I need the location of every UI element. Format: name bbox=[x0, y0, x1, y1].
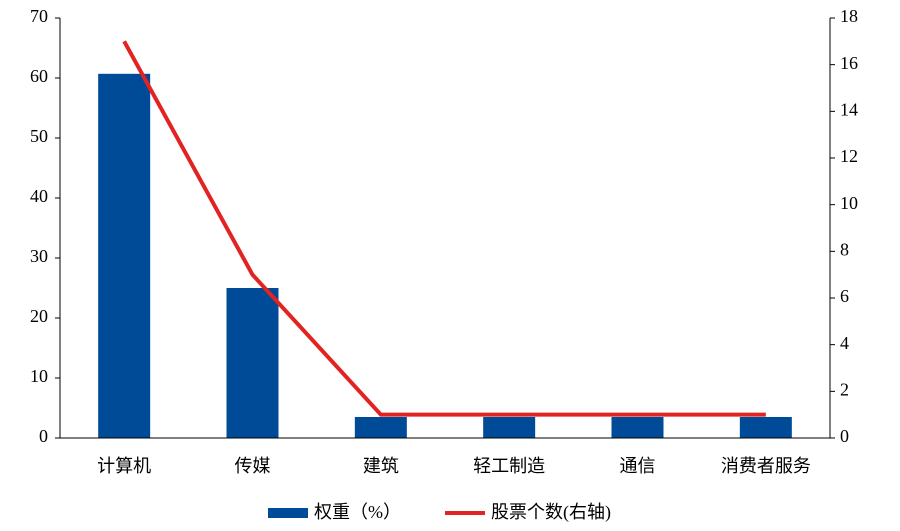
y-tick-label: 70 bbox=[30, 6, 48, 26]
legend-label: 权重（%） bbox=[314, 502, 401, 522]
y2-tick-label: 14 bbox=[840, 99, 858, 119]
y-tick-label: 0 bbox=[39, 426, 48, 446]
x-tick-label: 传媒 bbox=[235, 456, 271, 476]
y-tick-label: 20 bbox=[30, 306, 48, 326]
y2-tick-label: 2 bbox=[840, 379, 849, 399]
bar bbox=[483, 417, 536, 438]
y2-tick-label: 6 bbox=[840, 286, 849, 306]
y2-tick-label: 8 bbox=[840, 239, 849, 259]
x-tick-label: 建筑 bbox=[363, 456, 399, 476]
bar bbox=[354, 417, 407, 438]
x-tick-label: 消费者服务 bbox=[721, 456, 811, 476]
y2-tick-label: 10 bbox=[840, 193, 858, 213]
y2-tick-label: 0 bbox=[840, 426, 849, 446]
x-tick-label: 轻工制造 bbox=[473, 456, 545, 476]
line bbox=[122, 40, 766, 417]
x-tick-label: 通信 bbox=[620, 456, 656, 476]
legend-label: 股票个数(右轴) bbox=[491, 502, 611, 523]
y-tick-label: 40 bbox=[30, 186, 48, 206]
bar bbox=[98, 73, 151, 439]
y2-tick-label: 18 bbox=[840, 6, 858, 26]
y-tick-label: 30 bbox=[30, 246, 48, 266]
bar bbox=[611, 417, 664, 438]
y2-tick-label: 12 bbox=[840, 146, 858, 166]
y2-tick-label: 4 bbox=[840, 333, 849, 353]
y-tick-label: 60 bbox=[30, 66, 48, 86]
y-tick-label: 50 bbox=[30, 126, 48, 146]
x-tick-label: 计算机 bbox=[97, 456, 151, 476]
bar bbox=[739, 417, 792, 438]
bar bbox=[226, 288, 279, 438]
y-tick-label: 10 bbox=[30, 366, 48, 386]
legend-swatch bbox=[268, 508, 308, 518]
y2-tick-label: 16 bbox=[840, 53, 858, 73]
